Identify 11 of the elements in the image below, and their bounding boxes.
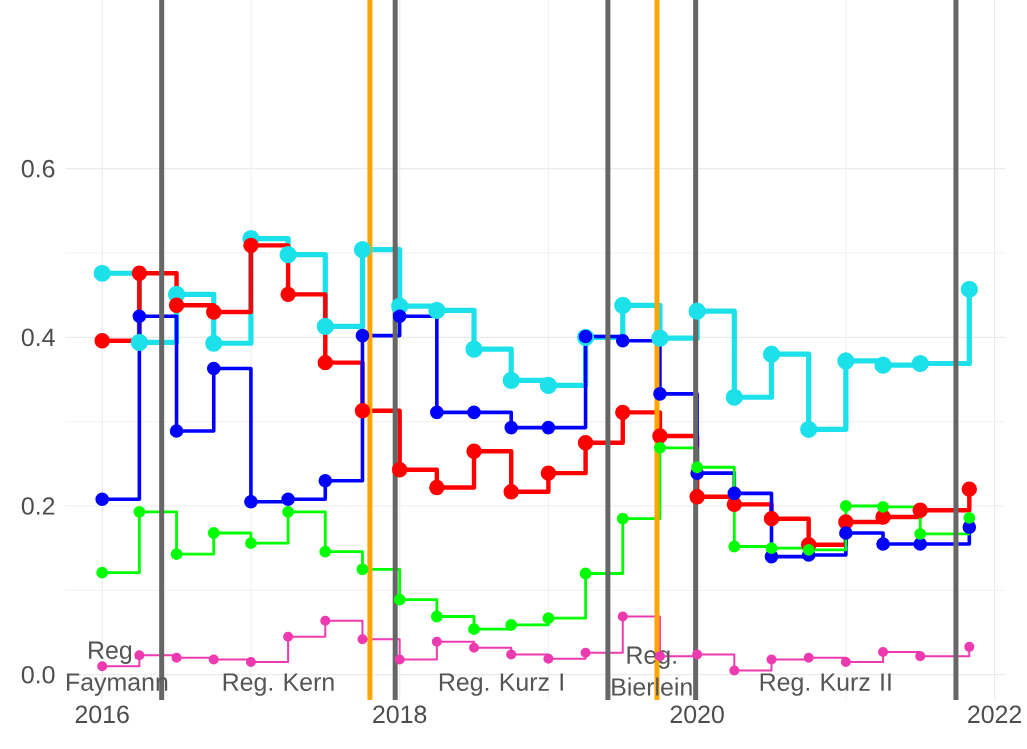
y-tick-label: 0.4 xyxy=(21,328,55,347)
x-tick-label: 2020 xyxy=(670,705,724,724)
ref-line-label: Reg. Kurz I xyxy=(439,673,563,696)
ref-line-label: Reg. Kern xyxy=(223,673,334,696)
ref-line-label: Reg. Kurz II xyxy=(760,673,891,696)
x-tick-label: 2016 xyxy=(75,705,129,724)
y-tick-label: 0.0 xyxy=(21,665,55,684)
x-tick-label: 2018 xyxy=(373,705,427,724)
y-tick-label: 0.6 xyxy=(21,159,55,178)
y-tick-label: 0.2 xyxy=(21,497,55,515)
x-tick-label: 2022 xyxy=(968,705,1022,724)
